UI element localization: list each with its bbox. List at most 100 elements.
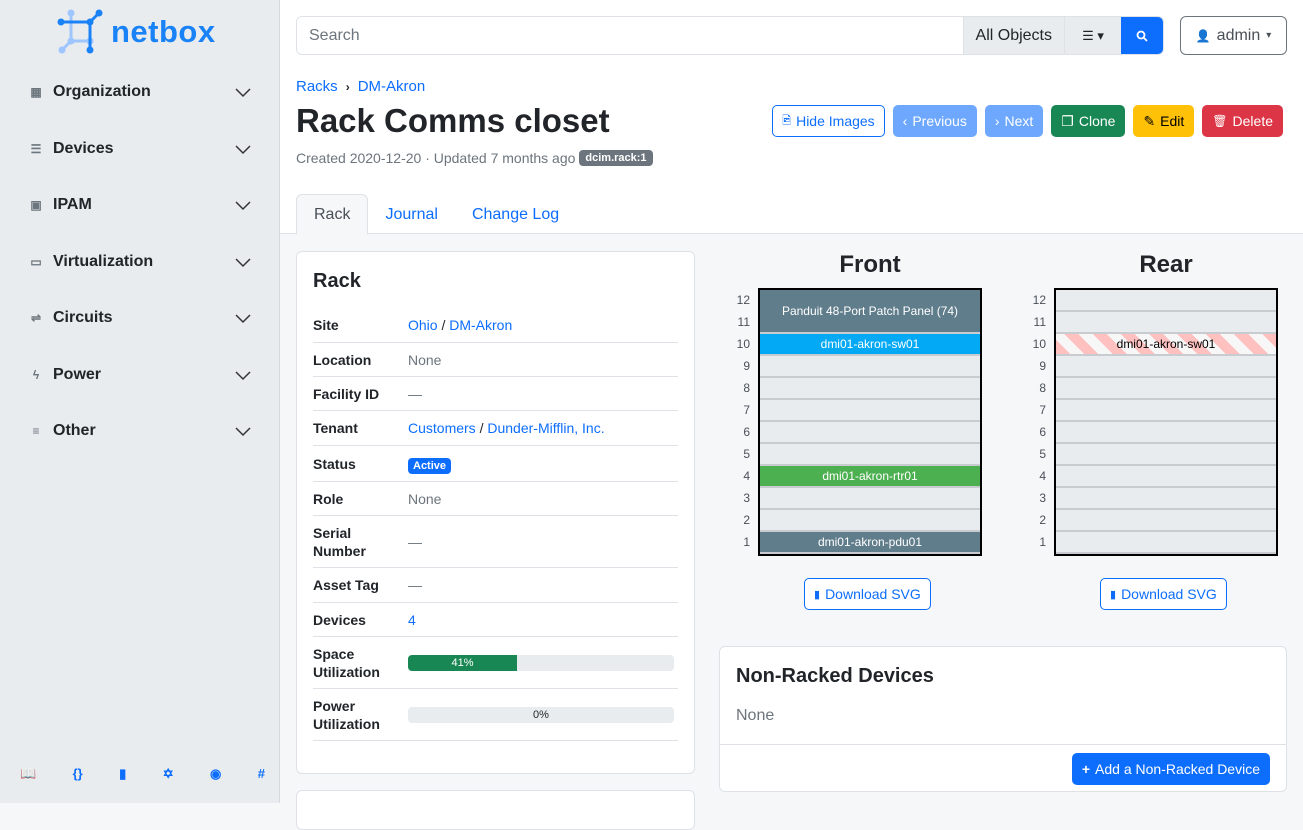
tab-rack[interactable]: Rack [296, 194, 369, 235]
graphql-icon[interactable]: ✡ [162, 766, 174, 781]
search-button[interactable] [1121, 17, 1163, 54]
delete-button[interactable]: 🗑 Delete [1202, 105, 1283, 137]
rack-unit[interactable] [760, 422, 980, 444]
netbox-logo-icon [57, 9, 103, 54]
sidebar-item-power[interactable]: ϟ Power [28, 360, 252, 390]
label: Clone [1078, 113, 1116, 129]
tenant-link[interactable]: Dunder-Mifflin, Inc. [487, 420, 605, 436]
rack-unit[interactable] [1056, 356, 1276, 378]
sidebar-item-label: Other [53, 422, 96, 439]
unit-number: 6 [743, 425, 750, 439]
rack-unit[interactable] [760, 488, 980, 510]
book-icon[interactable]: 📖 [20, 766, 37, 781]
devices-link[interactable]: 4 [408, 611, 416, 628]
search-input[interactable] [297, 17, 963, 54]
tenant-group-link[interactable]: Customers [408, 420, 476, 436]
facility-label: Facility ID [313, 385, 380, 402]
rack-device[interactable]: dmi01-akron-pdu01 [760, 532, 980, 554]
search-icon [1136, 30, 1148, 42]
rack-unit[interactable] [1056, 378, 1276, 400]
sidebar-item-organization[interactable]: ▦ Organization [28, 77, 252, 107]
hide-images-button[interactable]: 🖻 Hide Images [772, 105, 885, 137]
region-link[interactable]: Ohio [408, 317, 438, 333]
edit-button[interactable]: ✎ Edit [1133, 105, 1195, 137]
asset-label: Asset Tag [313, 577, 379, 593]
front-rack-elevation: Panduit 48-Port Patch Panel (74) dmi01-ak… [758, 288, 982, 556]
sidebar-item-other[interactable]: ≡ Other [28, 416, 252, 446]
status-label: Status [313, 455, 356, 472]
object-tag-badge: dcim.rack:1 [579, 150, 653, 166]
rack-device[interactable]: dmi01-akron-sw01 [1056, 334, 1276, 356]
rack-unit[interactable] [1056, 488, 1276, 510]
tab-changelog[interactable]: Change Log [471, 205, 560, 223]
rack-details-card: Rack Site Ohio / DM-Akron Location None Fa… [296, 251, 695, 774]
card-title: Non-Racked Devices [736, 665, 934, 687]
rack-unit[interactable] [760, 444, 980, 466]
rack-unit[interactable] [1056, 466, 1276, 488]
unit-number: 5 [1039, 447, 1046, 461]
label: Download SVG [1121, 586, 1217, 602]
api-icon[interactable]: {} [72, 766, 83, 781]
rack-unit[interactable] [760, 400, 980, 422]
unit-number: 7 [743, 403, 750, 417]
previous-button[interactable]: ‹ Previous [892, 105, 977, 137]
unit-number: 3 [1039, 491, 1046, 505]
chevron-down-icon [235, 201, 251, 211]
tab-journal[interactable]: Journal [385, 205, 438, 223]
site-link[interactable]: DM-Akron [449, 317, 513, 333]
rear-title: Rear [1139, 251, 1193, 278]
rack-unit[interactable] [760, 378, 980, 400]
ip-icon: ▣ [30, 198, 42, 212]
sidebar-item-virtualization[interactable]: ▭ Virtualization [28, 247, 252, 277]
rack-unit[interactable] [1056, 312, 1276, 334]
status-badge: Active [408, 457, 452, 474]
rack-unit[interactable] [1056, 444, 1276, 466]
unit-number: 12 [1032, 293, 1046, 307]
server-icon: ☰ [30, 142, 42, 156]
rack-device[interactable]: Panduit 48-Port Patch Panel (74) [760, 290, 980, 334]
add-non-racked-device-button[interactable]: + Add a Non-Racked Device [1071, 753, 1270, 785]
separator: / [437, 317, 450, 333]
rack-unit[interactable] [1056, 510, 1276, 532]
next-button[interactable]: › Next [984, 105, 1044, 137]
label: Previous [912, 113, 967, 129]
unit-number: 2 [743, 513, 750, 527]
clone-button[interactable]: ❐ Clone [1051, 105, 1126, 137]
slack-icon[interactable]: # [257, 766, 265, 781]
rack-unit[interactable] [1056, 290, 1276, 312]
rack-unit[interactable] [760, 356, 980, 378]
sidebar-item-ipam[interactable]: ▣ IPAM [28, 190, 252, 220]
circuit-icon: ⇌ [30, 311, 42, 325]
sidebar-item-label: Virtualization [53, 253, 154, 270]
unit-number: 8 [1039, 381, 1046, 395]
breadcrumb-site[interactable]: DM-Akron [357, 78, 426, 95]
chevron-down-icon [235, 258, 251, 268]
download-rear-svg-button[interactable]: ▮ Download SVG [1100, 578, 1227, 610]
rack-device[interactable]: dmi01-akron-sw01 [760, 334, 980, 356]
page-title: Rack Comms closet [296, 102, 610, 139]
rack-unit[interactable] [1056, 422, 1276, 444]
bookmark-icon[interactable]: ▮ [119, 766, 127, 781]
chevron-left-icon: ‹ [902, 113, 908, 129]
object-type-select[interactable]: All Objects [962, 17, 1064, 54]
rack-unit[interactable] [760, 510, 980, 532]
user-icon: 👤 [1195, 28, 1211, 43]
sidebar-item-devices[interactable]: ☰ Devices [28, 134, 252, 164]
breadcrumb-racks[interactable]: Racks [296, 78, 338, 95]
github-icon[interactable]: ◉ [210, 766, 222, 781]
rack-unit[interactable] [1056, 532, 1276, 554]
user-menu-button[interactable]: 👤 admin ▾ [1180, 16, 1287, 55]
download-front-svg-button[interactable]: ▮ Download SVG [804, 578, 931, 610]
sidebar-item-circuits[interactable]: ⇌ Circuits [28, 303, 252, 333]
power-value: 0% [533, 708, 549, 721]
filter-dropdown-button[interactable]: ☰ ▾ [1064, 17, 1121, 54]
asset-value: — [408, 577, 422, 593]
rack-device[interactable]: dmi01-akron-rtr01 [760, 466, 980, 488]
caret-down-icon: ▾ [1266, 30, 1272, 41]
copy-icon: ❐ [1061, 112, 1074, 129]
notes-icon: ≡ [32, 424, 40, 438]
netbox-logo[interactable]: netbox [57, 8, 216, 56]
rack-unit[interactable] [1056, 400, 1276, 422]
file-icon: ▮ [814, 588, 821, 601]
unit-number: 11 [737, 315, 750, 329]
